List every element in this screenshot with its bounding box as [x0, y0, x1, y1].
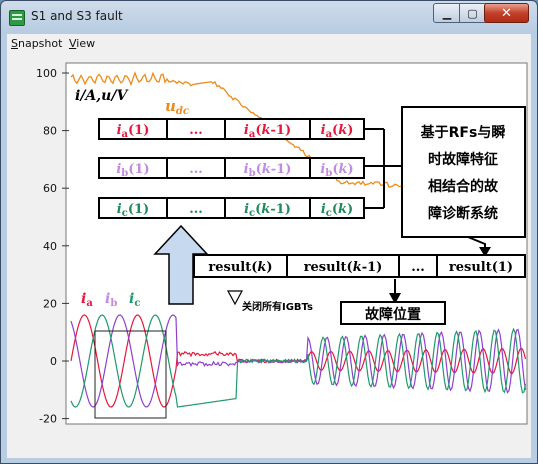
result-cell-label: result(k) — [208, 260, 272, 275]
legend-ia: ia — [81, 291, 93, 309]
row-c-cell-label: ic(k) — [321, 202, 353, 219]
row-b-cell-label: ib(k) — [320, 162, 353, 179]
igbt-off-marker — [226, 290, 244, 306]
menu-bar: Snapshot View — [7, 34, 531, 54]
y-tick-label: 20 — [43, 297, 57, 310]
y-tick-label: 0 — [50, 355, 57, 368]
connectors — [364, 128, 402, 209]
diagnosis-system-line: 相结合的故 — [428, 178, 499, 195]
result-cell-label: result(k-1) — [304, 260, 383, 275]
diagnosis-system-line: 时故障特征 — [428, 151, 498, 168]
y-tick-label: 40 — [43, 240, 57, 253]
minimize-button[interactable]: ▁ — [433, 3, 461, 23]
row-c-cell-label: ic(1) — [117, 202, 149, 219]
ia-waveform — [70, 314, 527, 408]
sampling-window — [94, 330, 167, 419]
plot-area: 100 80 60 40 20 0 -20 i/A,u/V udc ia(1)... ia(k… — [7, 54, 531, 458]
y-tick-label: -20 — [39, 413, 57, 426]
arrow-to-fault — [389, 293, 401, 304]
sampling-up-arrow — [153, 224, 209, 305]
legend-ib: ib — [105, 291, 117, 309]
row-b-cell-label: ib(k-1) — [244, 162, 292, 179]
row-b-cell-label: ib(1) — [116, 162, 149, 179]
menu-snapshot[interactable]: Snapshot — [11, 37, 62, 50]
row-ib: ib(1)... ib(k-1) ib(k) — [98, 157, 365, 179]
y-axis: 100 80 60 40 20 0 -20 — [36, 67, 69, 426]
udc-label: udc — [165, 97, 189, 117]
diagnosis-system-box — [401, 106, 526, 238]
row-c-cell-label: ... — [189, 202, 203, 217]
legend-ic: ic — [129, 291, 140, 309]
menu-view-key: V — [69, 37, 77, 50]
row-b-cell-label: ... — [189, 162, 203, 177]
menu-snapshot-key: S — [11, 37, 18, 50]
row-ic: ic(1)... ic(k-1) ic(k) — [98, 197, 365, 219]
arrow-to-result — [479, 247, 491, 257]
menu-view-rest: iew — [76, 37, 96, 50]
row-a-cell-label: ... — [189, 123, 203, 138]
row-a-cell-label: ia(k) — [321, 123, 354, 140]
ic-waveform — [70, 314, 527, 408]
maximize-icon: ▢ — [467, 6, 478, 20]
row-b-cell — [309, 157, 365, 179]
igbt-off-text: 关闭所有IGBTs — [242, 300, 313, 313]
waveform-plot: 100 80 60 40 20 0 -20 i/A,u/V udc ia(1)... ia(k… — [36, 62, 528, 426]
result-row: result(k) result(k-1)... result(1) — [193, 254, 526, 278]
y-tick-label: 60 — [43, 182, 57, 195]
menu-view[interactable]: View — [69, 37, 95, 50]
row-a-cell-label: ia(1) — [117, 123, 150, 140]
result-cell-label: ... — [411, 260, 425, 275]
y-tick-label: 80 — [43, 125, 57, 138]
phase-legend: ia ib ic — [81, 291, 140, 309]
close-icon: ✕ — [501, 5, 512, 21]
fault-location-text: 故障位置 — [365, 306, 421, 323]
diagnosis-system-line: 基于RFs与瞬 — [421, 124, 506, 141]
y-tick-label: 100 — [36, 67, 57, 80]
diagnosis-system-line: 障诊断系统 — [428, 205, 498, 222]
minimize-icon: ▁ — [442, 6, 452, 20]
result-cell-label: result(1) — [449, 260, 513, 275]
row-ia: ia(1)... ia(k-1) ia(k) — [98, 118, 365, 140]
maximize-button[interactable]: ▢ — [459, 3, 486, 23]
result-cell — [436, 254, 526, 278]
menu-snapshot-rest: napshot — [17, 37, 63, 50]
row-c-cell-label: ic(k-1) — [244, 202, 291, 219]
y-axis-label: i/A,u/V — [75, 88, 129, 104]
app-icon — [9, 10, 25, 26]
fault-location-box — [340, 301, 446, 325]
close-button[interactable]: ✕ — [484, 3, 529, 23]
window-title: S1 and S3 fault — [31, 9, 123, 23]
row-a-cell-label: ia(k-1) — [244, 123, 291, 140]
title-bar[interactable]: S1 and S3 fault ▁ ▢ ✕ — [1, 1, 537, 33]
